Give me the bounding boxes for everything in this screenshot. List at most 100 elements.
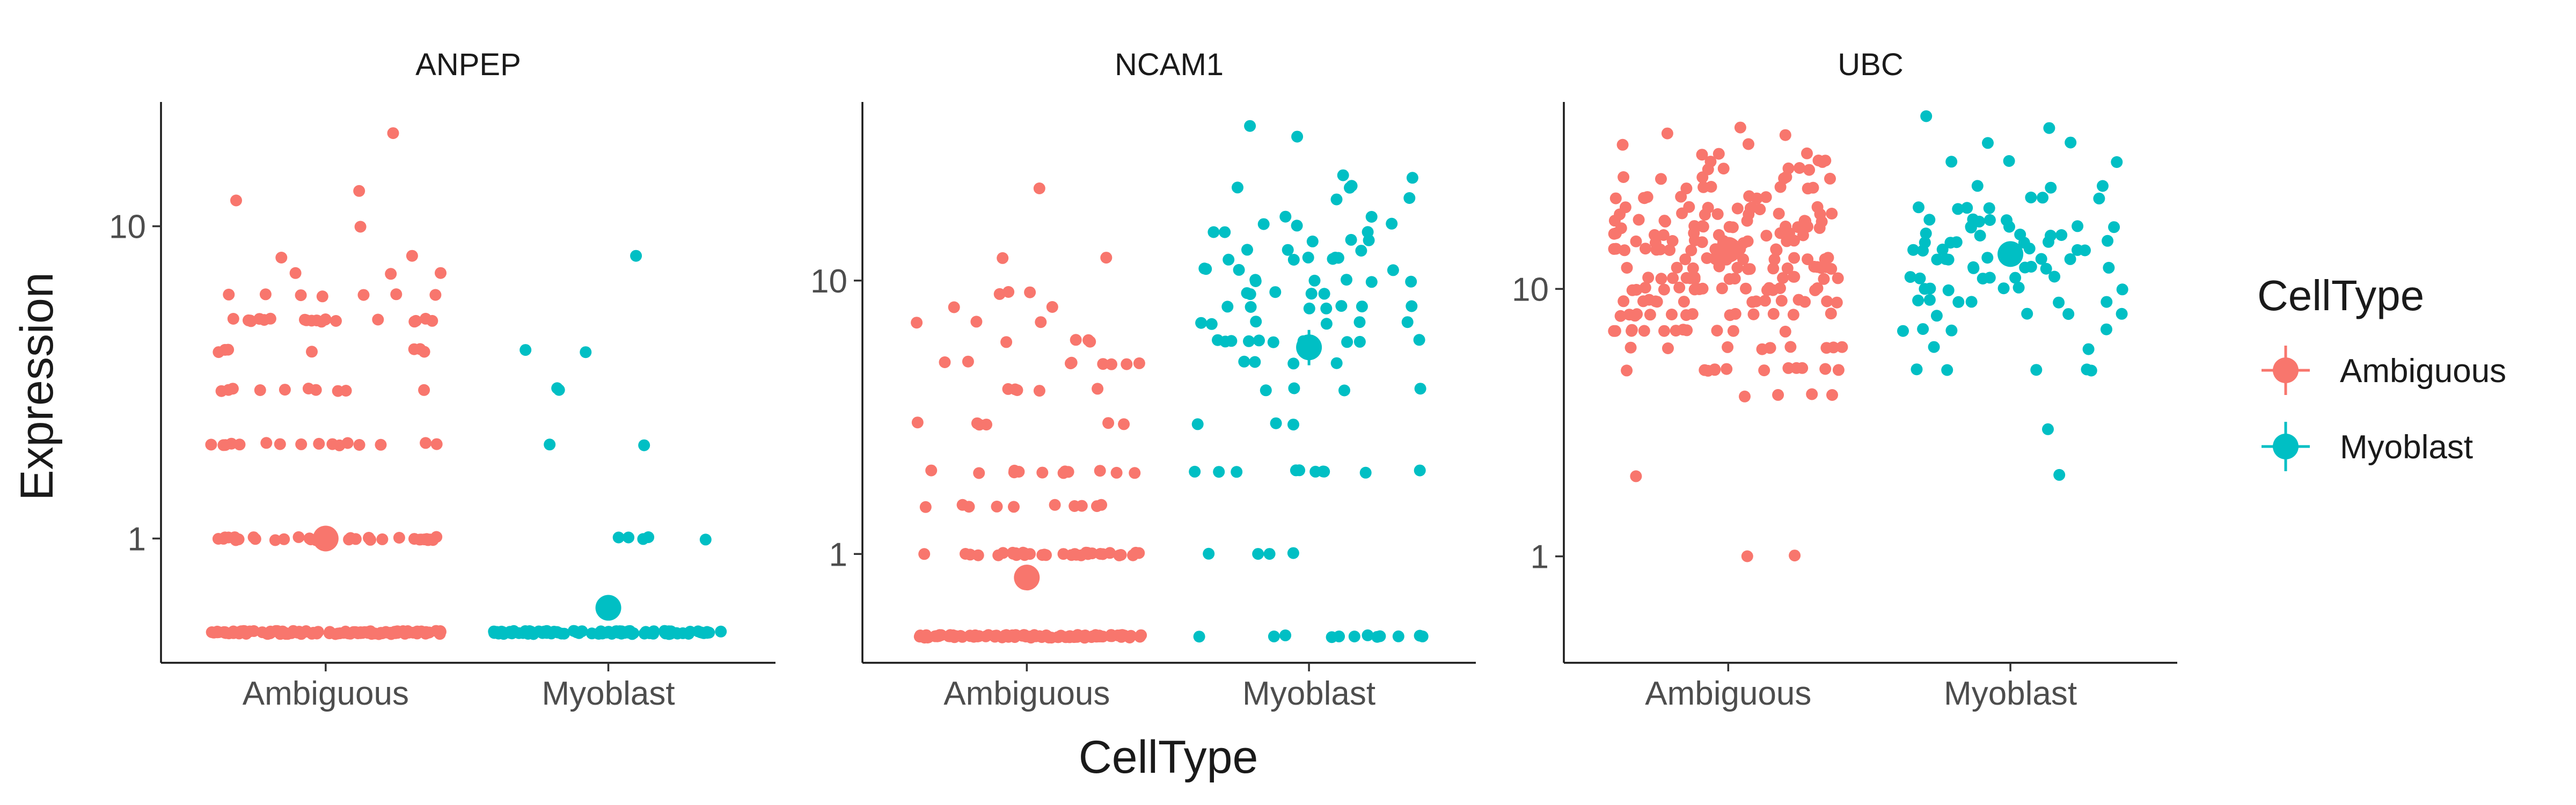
data-point bbox=[1782, 162, 1795, 174]
facet-panels: ANPEP 1 10 Ambiguous Myoblast NCAM1 1 10 Ambiguo… bbox=[109, 47, 2177, 712]
data-point bbox=[1330, 193, 1343, 206]
data-point bbox=[1245, 301, 1257, 313]
y-tick-label: 10 bbox=[810, 263, 847, 300]
data-point bbox=[1353, 316, 1366, 328]
data-point bbox=[1287, 357, 1300, 370]
data-point bbox=[1616, 138, 1629, 151]
data-point bbox=[1678, 296, 1690, 308]
data-point bbox=[919, 501, 932, 513]
data-point bbox=[1371, 631, 1384, 643]
data-point bbox=[1739, 390, 1751, 402]
data-point bbox=[1640, 243, 1651, 255]
data-point bbox=[914, 630, 926, 642]
data-point bbox=[1267, 336, 1279, 348]
data-point bbox=[1287, 254, 1300, 266]
data-point bbox=[1355, 245, 1367, 257]
data-point bbox=[406, 250, 418, 262]
data-point bbox=[1679, 253, 1692, 266]
data-point bbox=[1799, 215, 1812, 228]
data-point bbox=[1308, 274, 1321, 287]
data-point bbox=[544, 438, 556, 451]
data-point bbox=[2116, 308, 2128, 320]
data-point bbox=[1320, 302, 1333, 314]
data-point bbox=[1260, 384, 1272, 397]
data-point bbox=[2053, 469, 2066, 481]
data-point bbox=[1208, 226, 1220, 238]
data-point bbox=[1741, 550, 1753, 562]
data-point bbox=[1788, 270, 1800, 283]
data-point bbox=[1134, 631, 1146, 643]
data-point bbox=[638, 439, 650, 451]
data-point bbox=[1345, 233, 1357, 246]
data-point bbox=[316, 290, 328, 303]
data-point bbox=[1337, 169, 1349, 181]
data-point bbox=[2116, 283, 2128, 296]
data-point bbox=[430, 531, 443, 543]
data-point bbox=[973, 630, 985, 642]
data-point bbox=[1696, 149, 1708, 161]
data-point bbox=[1965, 296, 1978, 308]
data-point bbox=[385, 627, 397, 639]
data-point bbox=[1952, 203, 1964, 215]
data-point bbox=[1961, 202, 1973, 214]
data-point bbox=[997, 252, 1009, 264]
data-point bbox=[1626, 325, 1638, 337]
data-point bbox=[418, 384, 430, 396]
points bbox=[205, 127, 727, 640]
data-point bbox=[311, 314, 323, 327]
data-point bbox=[1287, 547, 1299, 559]
data-point bbox=[1713, 229, 1725, 241]
data-point bbox=[1832, 364, 1845, 376]
data-point bbox=[1767, 308, 1780, 320]
data-point bbox=[332, 385, 344, 397]
data-point bbox=[2025, 261, 2037, 273]
data-point bbox=[970, 316, 983, 328]
data-point bbox=[269, 534, 281, 546]
data-point bbox=[1191, 418, 1204, 430]
data-point bbox=[1387, 264, 1399, 276]
x-tick-label: Myoblast bbox=[1944, 675, 2077, 712]
data-point bbox=[519, 344, 532, 356]
data-point bbox=[580, 346, 592, 358]
x-tick-label: Ambiguous bbox=[243, 675, 409, 712]
data-point bbox=[434, 625, 447, 637]
data-point bbox=[1075, 500, 1088, 512]
data-point bbox=[1193, 631, 1205, 643]
data-point bbox=[2055, 229, 2068, 241]
data-point bbox=[226, 383, 239, 395]
data-point bbox=[1618, 171, 1630, 183]
facet-panel-ncam1: NCAM1 1 10 Ambiguous Myoblast bbox=[810, 47, 1476, 712]
data-point bbox=[1764, 342, 1776, 354]
data-point bbox=[1784, 341, 1797, 353]
data-point bbox=[2045, 230, 2057, 241]
data-point bbox=[1306, 235, 1319, 247]
data-point bbox=[1223, 253, 1235, 266]
data-point bbox=[638, 627, 650, 640]
data-point bbox=[313, 437, 325, 450]
legend-item-ambiguous: Ambiguous bbox=[2262, 346, 2506, 395]
data-point bbox=[223, 288, 235, 301]
data-point bbox=[375, 438, 387, 451]
data-point bbox=[1664, 244, 1676, 256]
data-point bbox=[217, 439, 230, 451]
data-point bbox=[1033, 385, 1045, 397]
data-point bbox=[1279, 210, 1292, 223]
data-point bbox=[1912, 294, 1924, 306]
data-point bbox=[2042, 423, 2054, 435]
data-point bbox=[1655, 173, 1667, 185]
data-point bbox=[999, 630, 1011, 642]
data-point bbox=[1008, 464, 1021, 477]
data-point bbox=[1981, 252, 1994, 264]
x-tick-label: Myoblast bbox=[1242, 675, 1375, 712]
data-point bbox=[259, 288, 272, 301]
data-point bbox=[1747, 308, 1760, 320]
data-point bbox=[1213, 466, 1225, 478]
data-point bbox=[1244, 288, 1256, 301]
data-point bbox=[1219, 335, 1232, 348]
data-point bbox=[1257, 218, 1270, 230]
data-point bbox=[1231, 466, 1243, 478]
data-point bbox=[409, 314, 422, 327]
data-point bbox=[1680, 309, 1692, 321]
data-point bbox=[324, 626, 336, 638]
facet-title: UBC bbox=[1838, 47, 1903, 82]
